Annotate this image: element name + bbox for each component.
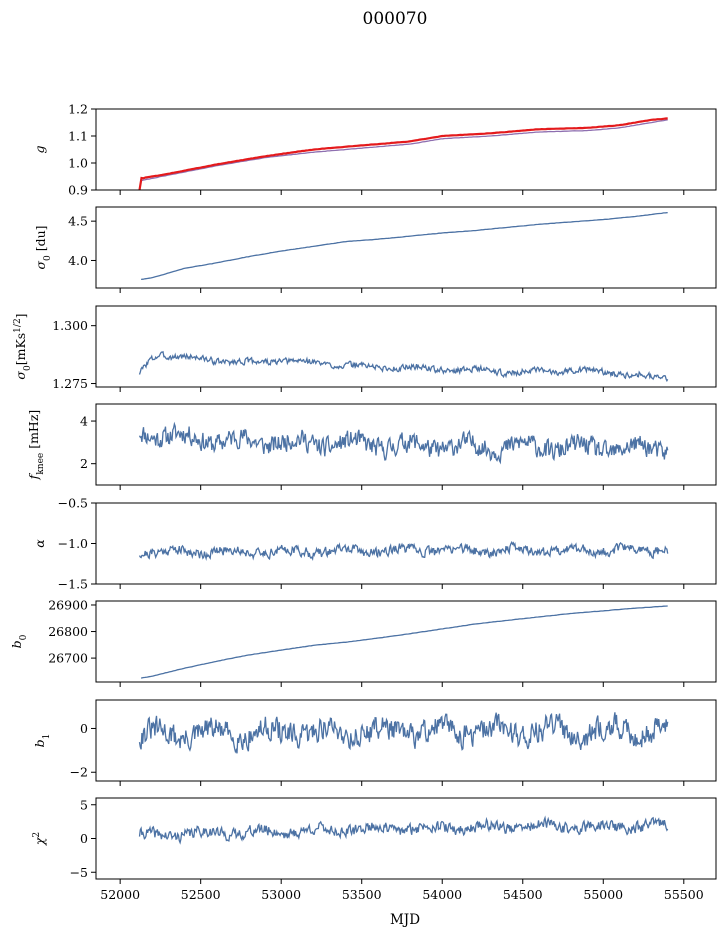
y-axis-label: fknee [mHz] — [26, 410, 46, 481]
panel-3: 1.275 1.300 σ0[mKs1/2] — [13, 305, 717, 392]
y-tick-label: 5 — [80, 797, 88, 812]
x-tick-label: 55500 — [664, 887, 704, 902]
panel-frame — [95, 206, 717, 289]
y-tick-label: −2 — [70, 765, 88, 780]
y-axis-label: b0 — [9, 634, 29, 648]
x-tick-label: 55000 — [583, 887, 623, 902]
series-line-1-2 — [138, 117, 668, 190]
panel-1: 0.9 1.0 1.1 1.2 g — [32, 102, 717, 198]
series-line-3-1 — [138, 350, 669, 383]
y-tick-label: 0.9 — [68, 183, 88, 198]
series-line-4-1 — [138, 421, 669, 465]
y-tick-label: −1.0 — [58, 536, 88, 551]
panels: 0.9 1.0 1.1 1.2 g 4.0 4.5 σ0 [du] 1.275 1.300 σ0[m… — [9, 102, 717, 902]
y-axis-label: α — [32, 539, 47, 548]
y-axis-label: σ0 [du] — [33, 225, 53, 269]
figure-title: 000070 — [363, 9, 428, 29]
panel-5: −1.5 −1.0 −0.5 α — [32, 496, 717, 592]
y-tick-label: 1.275 — [52, 376, 88, 391]
panel-8: −5 0 5 52000 52500 53000 53500 54000 54500 55000 5… — [32, 797, 717, 902]
y-tick-label: 4.5 — [68, 214, 88, 229]
y-tick-label: 1.300 — [52, 318, 88, 333]
y-tick-label: −5 — [70, 865, 88, 880]
y-tick-label: 0 — [80, 831, 88, 846]
series-line-6-1 — [140, 605, 668, 679]
x-tick-label: 52500 — [181, 887, 221, 902]
panel-7: −2 0 b1 — [32, 699, 717, 786]
y-tick-label: 2 — [80, 456, 88, 471]
y-tick-label: 1.2 — [68, 102, 88, 117]
x-axis-label: MJD — [390, 912, 420, 928]
y-tick-label: 26900 — [48, 597, 88, 612]
y-tick-label: 0 — [80, 721, 88, 736]
y-axis-label: χ2 — [32, 832, 47, 846]
y-tick-label: 1.1 — [68, 129, 88, 144]
panel-frame — [95, 600, 717, 683]
x-tick-label: 52000 — [100, 887, 140, 902]
y-axis-label: b1 — [32, 734, 52, 748]
panel-frame — [95, 403, 717, 486]
panel-frame — [95, 699, 717, 782]
x-tick-label: 53000 — [261, 887, 301, 902]
x-tick-label: 54500 — [503, 887, 543, 902]
panel-6: 26700 26800 26900 b0 — [9, 597, 717, 687]
panel-frame — [95, 502, 717, 585]
series-line-8-1 — [138, 815, 669, 845]
panel-frame — [95, 797, 717, 880]
x-tick-label: 54000 — [422, 887, 462, 902]
y-tick-label: −1.5 — [58, 577, 88, 592]
panel-4: 2 4 fknee [mHz] — [26, 403, 717, 490]
y-tick-label: 26700 — [48, 651, 88, 666]
y-tick-label: 4 — [80, 414, 88, 429]
series-line-2-1 — [141, 211, 668, 281]
series-line-1-1 — [140, 119, 668, 182]
y-tick-label: 1.0 — [68, 156, 88, 171]
y-tick-label: −0.5 — [58, 496, 88, 511]
y-axis-label: σ0[mKs1/2] — [13, 313, 33, 379]
y-axis-label: g — [32, 145, 47, 153]
series-line-5-1 — [138, 540, 669, 561]
panel-2: 4.0 4.5 σ0 [du] — [33, 206, 717, 293]
panel-frame — [95, 305, 717, 388]
series-line-7-1 — [138, 712, 669, 754]
y-tick-label: 26800 — [48, 624, 88, 639]
y-tick-label: 4.0 — [68, 253, 88, 268]
x-tick-label: 53500 — [342, 887, 382, 902]
panel-frame — [95, 108, 717, 191]
